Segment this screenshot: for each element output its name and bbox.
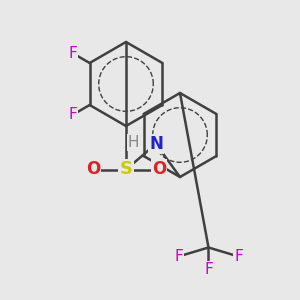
Text: O: O: [86, 160, 100, 178]
Text: O: O: [152, 160, 166, 178]
Text: F: F: [174, 249, 183, 264]
Text: F: F: [234, 249, 243, 264]
Text: N: N: [149, 135, 163, 153]
Text: S: S: [119, 160, 133, 178]
Text: F: F: [68, 46, 77, 61]
Text: F: F: [204, 262, 213, 278]
Text: H: H: [128, 135, 139, 150]
Text: F: F: [68, 107, 77, 122]
